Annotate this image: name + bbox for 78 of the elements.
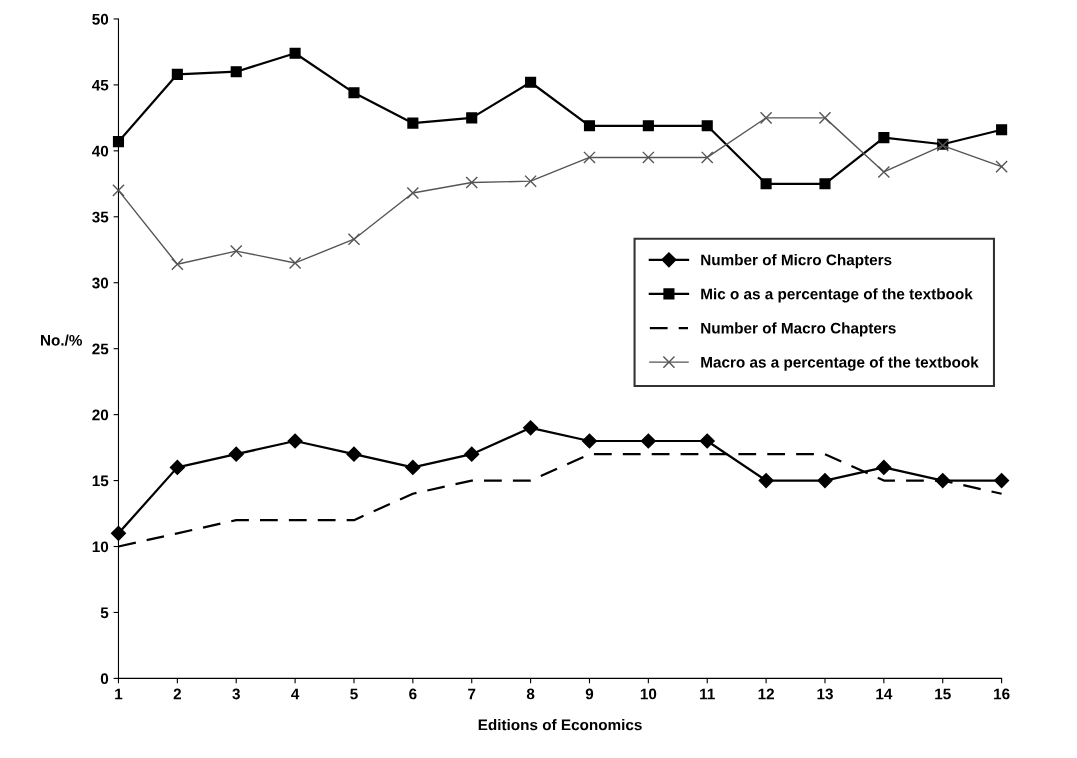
point	[642, 151, 655, 164]
x-tick-label: 15	[935, 688, 951, 700]
point	[348, 87, 360, 99]
point	[523, 420, 539, 436]
y-tick-label: 40	[91, 145, 109, 157]
point	[759, 111, 773, 125]
point	[229, 244, 243, 258]
y-tick-label: 15	[92, 475, 109, 487]
point	[228, 446, 244, 462]
point	[347, 232, 361, 246]
x-tick-label: 8	[526, 688, 535, 700]
point	[876, 459, 892, 475]
x-tick-label: 1	[115, 688, 123, 700]
point	[112, 136, 125, 148]
point	[169, 459, 185, 475]
point	[171, 68, 183, 80]
y-tick-label: 5	[100, 607, 109, 619]
point	[699, 433, 715, 449]
x-tick-label: 6	[409, 688, 417, 700]
x-tick-label: 9	[585, 688, 594, 700]
x-tick-label: 16	[994, 688, 1010, 700]
point	[405, 459, 421, 475]
point	[406, 186, 420, 200]
point	[525, 76, 537, 88]
legend-label: Mic o as a percentage of the textbook	[701, 288, 973, 303]
point	[407, 117, 419, 129]
point	[642, 120, 654, 132]
y-axis-title: No./%	[41, 334, 83, 346]
x-tick-label: 14	[876, 688, 893, 700]
legend-label: Macro as a percentage of the textbook	[701, 356, 979, 371]
x-tick-label: 2	[173, 688, 181, 700]
point	[287, 433, 303, 449]
y-tick-label: 20	[92, 409, 109, 421]
y-tick-label: 45	[91, 79, 109, 91]
point	[758, 473, 774, 489]
point	[581, 433, 598, 449]
point	[819, 178, 831, 190]
point	[877, 165, 891, 179]
point	[466, 112, 478, 124]
point	[465, 176, 478, 189]
point	[817, 473, 833, 489]
y-tick-label: 50	[92, 13, 109, 25]
point	[171, 258, 184, 271]
legend-label: Number of Micro Chapters	[701, 254, 892, 269]
point	[995, 160, 1008, 173]
point	[583, 151, 596, 164]
point	[346, 446, 362, 462]
point	[818, 111, 832, 125]
point	[878, 132, 890, 144]
y-tick-label: 10	[92, 541, 109, 553]
x-tick-label: 5	[350, 688, 358, 700]
x-tick-label: 4	[291, 688, 300, 700]
point	[701, 120, 713, 132]
x-tick-label: 7	[468, 688, 476, 700]
y-tick-label: 0	[100, 673, 109, 685]
point	[230, 66, 242, 78]
x-axis-title: Editions of Economics	[478, 719, 642, 731]
point	[583, 120, 596, 132]
point	[289, 47, 301, 59]
point	[524, 174, 537, 188]
point	[288, 256, 302, 270]
legend-label: Number of Macro Chapters	[701, 322, 896, 337]
point	[994, 473, 1010, 489]
x-tick-label: 11	[700, 688, 715, 700]
x-tick-label: 13	[817, 688, 833, 700]
x-tick-label: 3	[232, 688, 240, 700]
point	[700, 151, 714, 164]
y-tick-label: 35	[92, 211, 109, 223]
point	[464, 446, 480, 462]
point	[110, 525, 127, 541]
x-tick-label: 10	[640, 688, 657, 700]
point	[112, 184, 125, 197]
x-tick-label: 12	[758, 688, 774, 700]
y-tick-label: 30	[92, 277, 109, 289]
point	[640, 433, 656, 449]
y-tick-label: 25	[92, 343, 109, 355]
point	[996, 124, 1008, 136]
point	[760, 178, 772, 190]
